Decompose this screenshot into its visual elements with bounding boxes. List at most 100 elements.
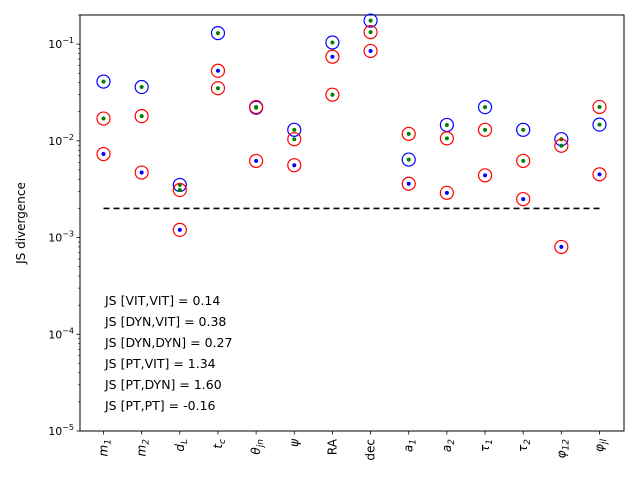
data-point-ring [172, 222, 187, 237]
data-point-ring [134, 79, 149, 95]
data-point-dot [597, 172, 602, 177]
data-point-ring [325, 35, 340, 50]
y-tick-label: 10−3 [48, 230, 74, 245]
data-point-ring [516, 153, 531, 169]
annotation-text: JS [PT,DYN] = 1.60 [104, 377, 222, 392]
data-point-dot [101, 152, 106, 157]
x-tick-label: φ12 [554, 439, 571, 459]
data-point-dot [597, 122, 602, 127]
plot-frame [79, 14, 625, 432]
data-point-dot [444, 122, 449, 127]
x-tick-label: RA [325, 438, 339, 455]
annotation-text: JS [PT,PT] = -0.16 [104, 398, 215, 413]
data-point-ring [516, 191, 531, 207]
data-point-dot [559, 244, 564, 249]
data-point-ring [172, 182, 187, 198]
data-point-ring [210, 63, 226, 78]
x-tick-label: a2 [440, 439, 457, 452]
data-point-dot [292, 127, 297, 132]
data-point-ring [287, 132, 302, 147]
data-point-ring [96, 74, 111, 89]
data-point-dot [139, 170, 144, 175]
x-tick-label: τ1 [478, 439, 495, 452]
x-tick-label: dL [173, 439, 190, 452]
data-point-dot [521, 127, 526, 132]
data-point-dot [406, 181, 411, 186]
data-point-ring [554, 138, 569, 153]
x-tick-label: φjl [593, 439, 610, 452]
data-point-dot [101, 116, 106, 121]
x-tick-label: a1 [402, 439, 419, 452]
data-point-ring [516, 122, 531, 137]
data-point-ring [210, 25, 226, 41]
data-point-ring [363, 13, 378, 28]
data-point-ring [96, 146, 111, 162]
annotation-text: JS [DYN,VIT] = 0.38 [104, 314, 226, 329]
y-tick-label: 10−2 [48, 133, 74, 148]
data-point-ring [134, 165, 149, 180]
data-point-ring [96, 111, 111, 126]
data-point-dot [597, 104, 602, 109]
data-point-ring [287, 158, 302, 173]
plot-area: 10−5 10−4 10−3 10−2 10−1 m1 m2 dL tc θjn ψ RA dec a1 a… [48, 13, 625, 461]
data-point-dot [521, 158, 526, 163]
data-point-ring [439, 185, 454, 200]
data-point-ring [363, 25, 378, 40]
data-point-dot [139, 114, 144, 119]
data-point-dot [254, 158, 259, 163]
x-tick-label: θjn [249, 439, 266, 455]
data-point-dot [101, 79, 106, 84]
data-point-ring [401, 152, 416, 167]
data-point-dot [368, 18, 373, 23]
data-point-dot [215, 68, 220, 73]
data-point-dot [292, 163, 297, 168]
annotation-text: JS [PT,VIT] = 1.34 [104, 356, 216, 371]
data-point-ring [592, 167, 607, 182]
data-point-dot [177, 227, 182, 232]
data-point-dot [254, 104, 259, 109]
x-tick-label: tc [211, 439, 228, 449]
data-point-dot [483, 173, 488, 178]
data-point-ring [249, 153, 264, 169]
data-point-ring [363, 43, 378, 59]
data-point-ring [325, 49, 340, 64]
data-point-ring [401, 126, 416, 141]
data-point-dot [330, 40, 335, 45]
data-point-dot [483, 105, 488, 110]
data-point-ring [477, 122, 493, 137]
data-point-ring [477, 168, 493, 183]
x-tick-label: m2 [135, 439, 152, 457]
data-point-dot [444, 190, 449, 195]
data-point-dot [330, 92, 335, 97]
data-point-dot [444, 136, 449, 141]
data-point-ring [554, 239, 569, 255]
y-tick-label: 10−4 [48, 326, 74, 341]
data-point-ring [592, 99, 607, 115]
data-point-dot [368, 30, 373, 35]
data-point-ring [401, 176, 416, 191]
data-point-ring [249, 99, 264, 115]
data-point-dot [330, 54, 335, 59]
x-tick-label: m1 [97, 439, 114, 456]
data-point-dot [406, 157, 411, 162]
data-point-dot [177, 188, 182, 193]
data-point-ring [325, 87, 340, 102]
data-point-dot [139, 85, 144, 90]
data-point-ring [477, 100, 493, 115]
data-point-dot [483, 127, 488, 132]
annotation-text: JS [DYN,DYN] = 0.27 [104, 335, 232, 350]
x-tick-label: dec [364, 439, 378, 461]
y-axis-label: JS divergence [14, 182, 28, 265]
y-tick-label: 10−1 [48, 36, 74, 51]
x-tick-label: ψ [287, 438, 301, 447]
data-point-ring [439, 131, 454, 146]
data-point-dot [215, 31, 220, 36]
data-point-dot [406, 131, 411, 136]
x-tick-label: τ2 [516, 439, 533, 452]
data-point-ring [592, 117, 607, 132]
data-point-ring [287, 122, 302, 137]
annotation-text: JS [VIT,VIT] = 0.14 [104, 293, 220, 308]
y-tick-label: 10−5 [48, 423, 74, 438]
data-point-dot [215, 86, 220, 91]
